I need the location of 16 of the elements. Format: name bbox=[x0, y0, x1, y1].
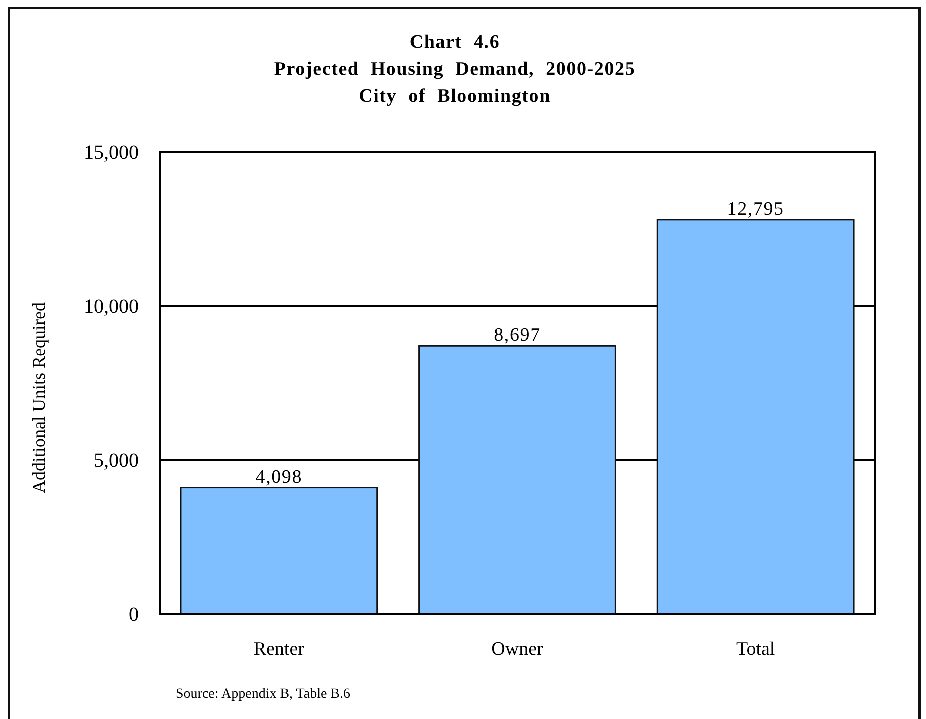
data-label: 4,098 bbox=[256, 466, 303, 488]
source-note: Source: Appendix B, Table B.6 bbox=[176, 687, 351, 702]
y-tick-label: 5,000 bbox=[94, 450, 139, 472]
bar bbox=[418, 345, 616, 615]
data-label: 8,697 bbox=[494, 325, 541, 346]
bar bbox=[656, 219, 855, 615]
x-tick-label: Total bbox=[736, 639, 776, 660]
bar bbox=[180, 487, 378, 615]
y-tick-label: 0 bbox=[129, 604, 139, 626]
x-tick-label: Owner bbox=[492, 639, 544, 660]
data-label: 12,795 bbox=[727, 198, 784, 220]
y-axis-title: Additional Units Required bbox=[29, 302, 49, 494]
y-tick-label: 15,000 bbox=[84, 142, 139, 164]
x-tick-label: Renter bbox=[254, 639, 306, 660]
y-tick-label: 10,000 bbox=[84, 296, 139, 318]
chart-title: Chart 4.6 Projected Housing Demand, 2000-2025 City of Bloomington bbox=[274, 32, 636, 107]
